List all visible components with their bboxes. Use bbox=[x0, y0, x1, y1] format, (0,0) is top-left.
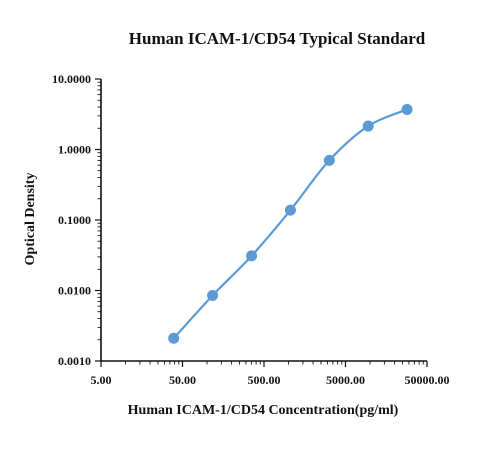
y-axis-label: Optical Density bbox=[23, 173, 38, 266]
x-tick-label: 50000.00 bbox=[405, 373, 450, 387]
data-point bbox=[362, 120, 374, 132]
series-layer bbox=[168, 103, 413, 344]
data-point bbox=[401, 103, 413, 115]
x-tick-label: 500.00 bbox=[248, 373, 281, 387]
x-tick-label: 5000.00 bbox=[326, 373, 365, 387]
x-tick-label: 50.00 bbox=[169, 373, 196, 387]
y-tick-label: 10.0000 bbox=[52, 72, 91, 86]
data-point bbox=[207, 289, 219, 301]
standard-curve-line bbox=[172, 108, 408, 340]
data-point bbox=[168, 332, 180, 344]
y-tick-label: 0.0010 bbox=[58, 354, 91, 368]
y-tick-label: 0.0100 bbox=[58, 284, 91, 298]
tick-layer: 5.00 50.00 500.00 5000.00 50000.00 0.0010 0.01… bbox=[52, 72, 450, 387]
y-tick-label: 0.1000 bbox=[58, 213, 91, 227]
data-point bbox=[246, 250, 258, 262]
x-tick-label: 5.00 bbox=[91, 373, 112, 387]
chart-title: Human ICAM-1/CD54 Typical Standard bbox=[129, 29, 426, 48]
data-point bbox=[284, 204, 296, 216]
x-axis-label: Human ICAM-1/CD54 Concentration(pg/ml) bbox=[128, 403, 399, 418]
data-point bbox=[323, 154, 335, 166]
y-tick-label: 1.0000 bbox=[58, 143, 91, 157]
